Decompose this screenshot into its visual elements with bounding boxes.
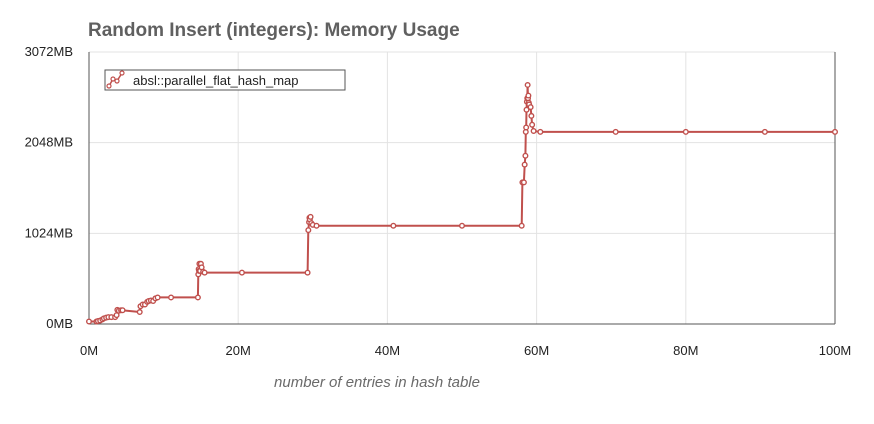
data-point[interactable] (304, 269, 311, 276)
data-point[interactable] (523, 106, 530, 113)
x-tick-label: 0M (80, 343, 98, 358)
data-point[interactable] (612, 128, 619, 135)
series-plot (85, 81, 839, 325)
data-point[interactable] (85, 318, 92, 325)
data-point[interactable] (524, 81, 531, 88)
x-tick-label: 20M (226, 343, 251, 358)
data-point[interactable] (528, 112, 535, 119)
data-point[interactable] (520, 179, 527, 186)
data-point[interactable] (530, 127, 537, 134)
data-point[interactable] (459, 222, 466, 229)
data-point[interactable] (537, 128, 544, 135)
data-point[interactable] (305, 227, 312, 234)
x-tick-label: 60M (524, 343, 549, 358)
data-point[interactable] (529, 121, 536, 128)
y-tick-label: 3072MB (25, 44, 73, 59)
y-tick-label: 1024MB (25, 225, 73, 240)
data-point[interactable] (390, 222, 397, 229)
x-tick-label: 100M (819, 343, 852, 358)
legend-label: absl::parallel_flat_hash_map (133, 73, 299, 88)
legend-icon-point (106, 83, 112, 89)
data-point[interactable] (201, 269, 208, 276)
legend-box (104, 69, 346, 91)
data-point[interactable] (527, 104, 534, 111)
x-tick-label: 40M (375, 343, 400, 358)
y-tick-label: 0MB (46, 316, 73, 331)
data-point[interactable] (168, 294, 175, 301)
data-point[interactable] (523, 124, 530, 131)
data-point[interactable] (238, 269, 245, 276)
legend[interactable]: absl::parallel_flat_hash_map (104, 69, 346, 91)
data-point[interactable] (761, 128, 768, 135)
data-point[interactable] (682, 128, 689, 135)
data-point[interactable] (313, 222, 320, 229)
data-point[interactable] (119, 307, 126, 314)
chart-title: Random Insert (integers): Memory Usage (88, 20, 460, 41)
data-point[interactable] (521, 161, 528, 168)
axes: 0M 20M 40M 60M 80M 100M 0MB 1024MB 2048MB 3072MB (25, 44, 852, 358)
legend-icon-point (110, 76, 116, 82)
data-point[interactable] (113, 312, 120, 319)
data-point[interactable] (832, 128, 839, 135)
data-point[interactable] (522, 152, 529, 159)
x-tick-label: 80M (673, 343, 698, 358)
line-series-icon (106, 70, 125, 89)
grid (88, 51, 836, 325)
data-point[interactable] (307, 213, 314, 220)
y-tick-label: 2048MB (25, 135, 73, 150)
legend-icon-point (114, 78, 120, 84)
data-point[interactable] (154, 294, 161, 301)
data-point[interactable] (518, 222, 525, 229)
x-axis-label: number of entries in hash table (274, 374, 480, 391)
data-point[interactable] (525, 92, 532, 99)
data-point[interactable] (194, 294, 201, 301)
legend-icon-point (119, 70, 125, 76)
series-line (89, 83, 835, 323)
data-point[interactable] (136, 309, 143, 316)
